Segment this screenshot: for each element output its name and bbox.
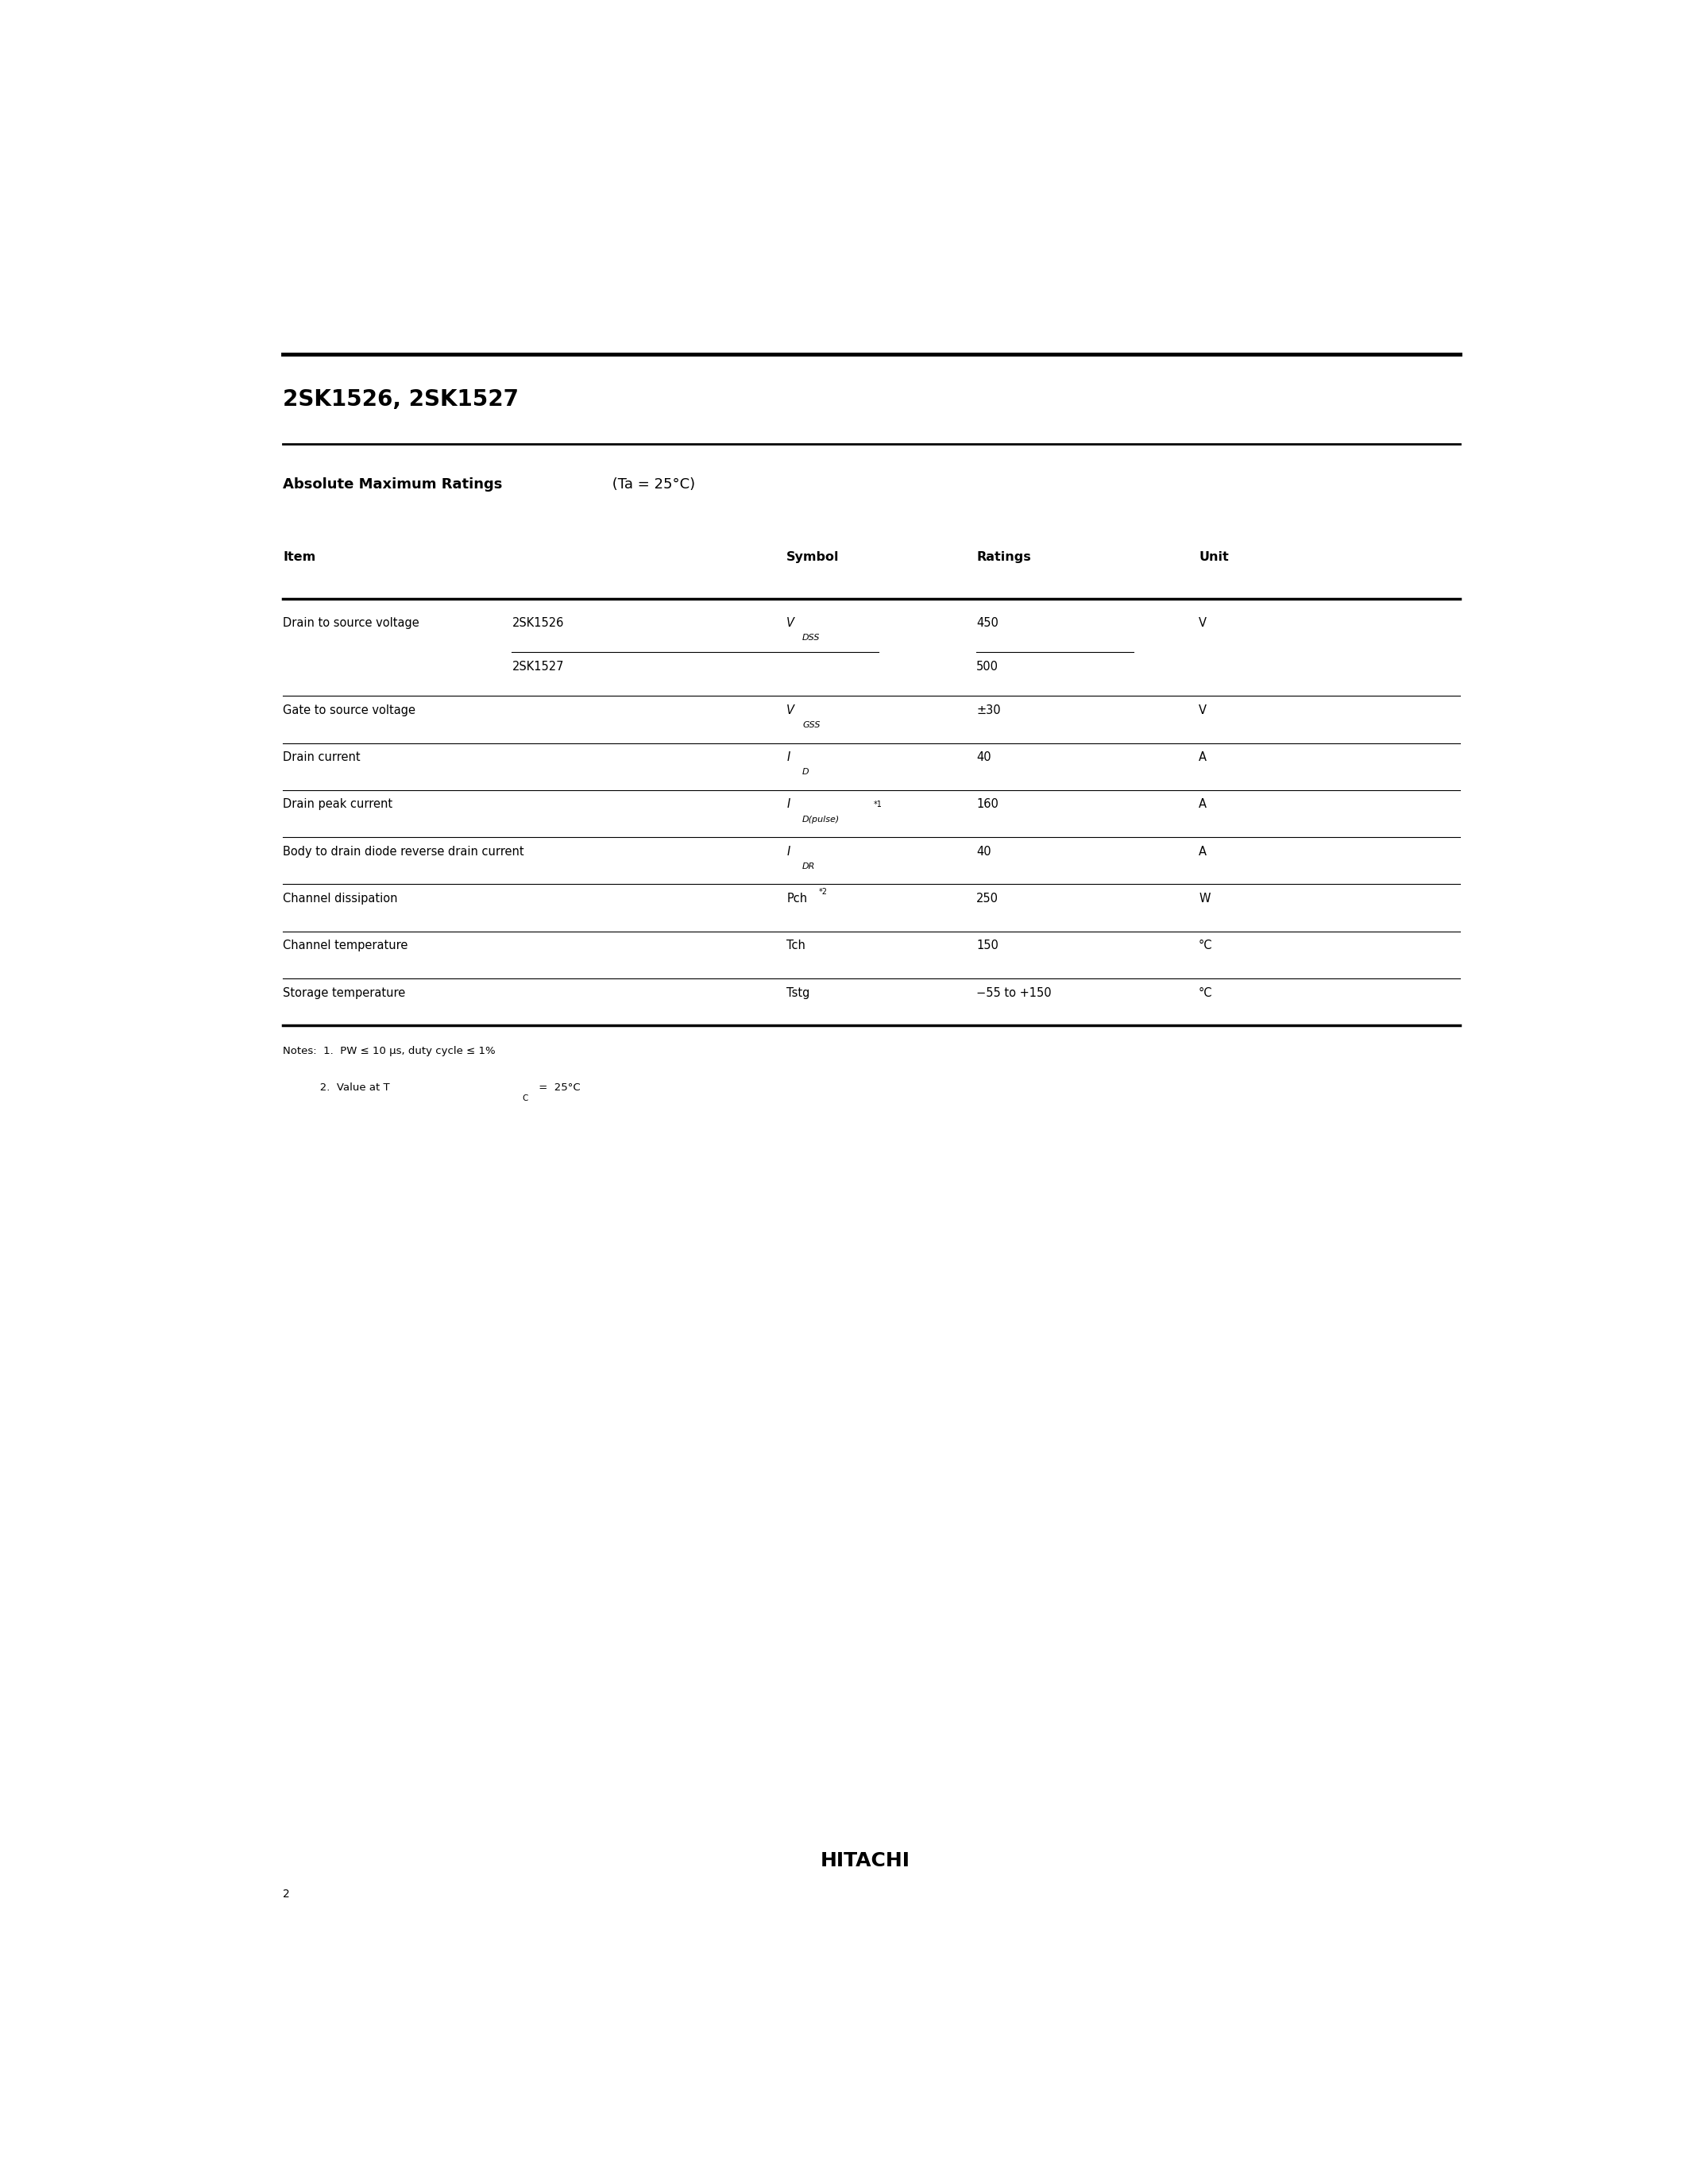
- Text: Drain to source voltage: Drain to source voltage: [284, 616, 419, 629]
- Text: °C: °C: [1198, 987, 1212, 998]
- Text: I: I: [787, 845, 790, 858]
- Text: Tch: Tch: [787, 939, 805, 952]
- Text: Channel temperature: Channel temperature: [284, 939, 408, 952]
- Text: I: I: [787, 799, 790, 810]
- Text: Notes:  1.  PW ≤ 10 μs, duty cycle ≤ 1%: Notes: 1. PW ≤ 10 μs, duty cycle ≤ 1%: [284, 1046, 496, 1057]
- Text: Symbol: Symbol: [787, 550, 839, 563]
- Text: D(pulse): D(pulse): [802, 815, 841, 823]
- Text: 40: 40: [976, 751, 991, 764]
- Text: Tstg: Tstg: [787, 987, 810, 998]
- Text: 2.  Value at T: 2. Value at T: [284, 1083, 390, 1092]
- Text: *2: *2: [819, 887, 827, 895]
- Text: DR: DR: [802, 863, 815, 871]
- Text: °C: °C: [1198, 939, 1212, 952]
- Text: ±30: ±30: [976, 705, 1001, 716]
- Text: Ratings: Ratings: [976, 550, 1031, 563]
- Text: C: C: [522, 1094, 528, 1103]
- Text: D: D: [802, 769, 809, 775]
- Text: 2SK1527: 2SK1527: [511, 660, 564, 673]
- Text: V: V: [787, 705, 795, 716]
- Text: Storage temperature: Storage temperature: [284, 987, 405, 998]
- Text: 40: 40: [976, 845, 991, 858]
- Text: (Ta = 25°C): (Ta = 25°C): [608, 478, 695, 491]
- Text: A: A: [1198, 845, 1207, 858]
- Text: Drain current: Drain current: [284, 751, 361, 764]
- Text: 150: 150: [976, 939, 998, 952]
- Text: Unit: Unit: [1198, 550, 1229, 563]
- Text: Absolute Maximum Ratings: Absolute Maximum Ratings: [284, 478, 503, 491]
- Text: 2: 2: [284, 1889, 290, 1900]
- Text: GSS: GSS: [802, 721, 820, 729]
- Text: HITACHI: HITACHI: [820, 1852, 910, 1870]
- Text: Drain peak current: Drain peak current: [284, 799, 393, 810]
- Text: V: V: [1198, 705, 1207, 716]
- Text: V: V: [787, 616, 795, 629]
- Text: V: V: [1198, 616, 1207, 629]
- Text: Channel dissipation: Channel dissipation: [284, 893, 398, 904]
- Text: Body to drain diode reverse drain current: Body to drain diode reverse drain curren…: [284, 845, 525, 858]
- Text: A: A: [1198, 751, 1207, 764]
- Text: Gate to source voltage: Gate to source voltage: [284, 705, 415, 716]
- Text: DSS: DSS: [802, 633, 820, 642]
- Text: I: I: [787, 751, 790, 764]
- Text: *1: *1: [873, 799, 883, 808]
- Text: 2SK1526: 2SK1526: [511, 616, 564, 629]
- Text: 500: 500: [976, 660, 999, 673]
- Text: Item: Item: [284, 550, 316, 563]
- Text: W: W: [1198, 893, 1210, 904]
- Text: 160: 160: [976, 799, 998, 810]
- Text: 250: 250: [976, 893, 999, 904]
- Text: =  25°C: = 25°C: [535, 1083, 581, 1092]
- Text: Pch: Pch: [787, 893, 807, 904]
- Text: 2SK1526, 2SK1527: 2SK1526, 2SK1527: [284, 389, 518, 411]
- Text: −55 to +150: −55 to +150: [976, 987, 1052, 998]
- Text: A: A: [1198, 799, 1207, 810]
- Text: 450: 450: [976, 616, 998, 629]
